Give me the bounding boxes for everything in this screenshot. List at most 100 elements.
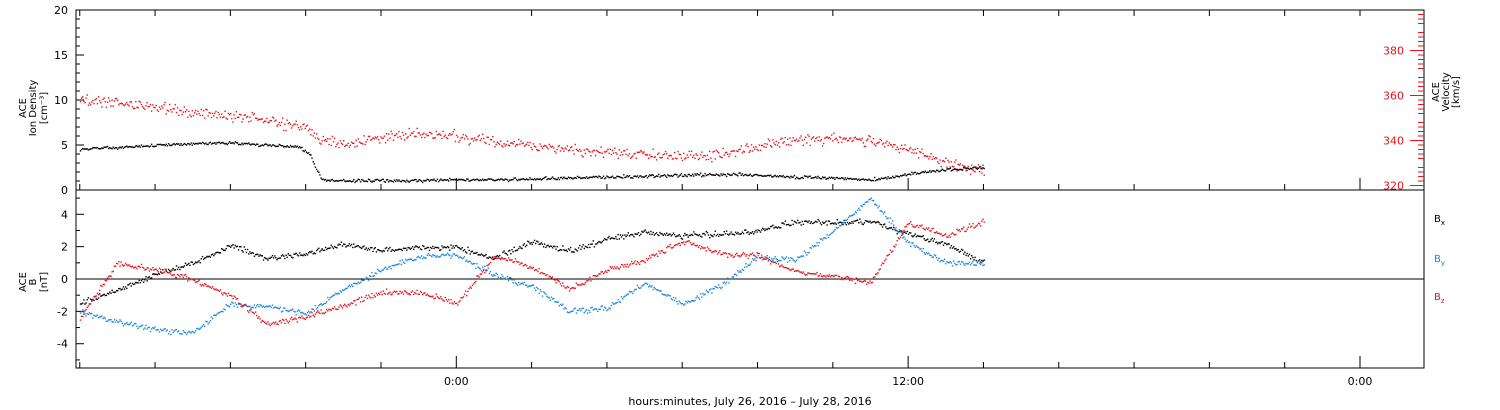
by-point (929, 254, 931, 256)
density-point (797, 177, 799, 179)
bx-point (363, 245, 365, 247)
density-point (341, 179, 344, 182)
density-point (162, 144, 164, 146)
bz-point (364, 296, 366, 299)
density-point (626, 175, 628, 177)
density-point (782, 174, 784, 177)
density-point (671, 175, 674, 178)
bz-point (913, 226, 915, 228)
bx-point (727, 233, 729, 235)
by-point (461, 257, 463, 260)
velocity-point (146, 102, 148, 104)
by-point (183, 331, 186, 333)
velocity-point (405, 133, 407, 135)
velocity-point (600, 146, 602, 148)
bx-point (880, 224, 883, 226)
by-point (291, 309, 293, 311)
by-point (119, 319, 121, 321)
density-tick-label: 5 (61, 139, 68, 152)
bz-point (828, 274, 831, 276)
density-point (211, 142, 214, 145)
density-point (679, 174, 681, 176)
by-point (701, 296, 703, 298)
by-point (254, 307, 257, 309)
density-point (287, 146, 289, 148)
density-point (529, 177, 531, 179)
density-point (95, 147, 97, 149)
by-point (594, 308, 597, 310)
by-point (506, 275, 509, 278)
bz-point (502, 258, 504, 260)
density-point (704, 172, 706, 175)
velocity-point (609, 148, 611, 151)
by-point (781, 256, 783, 258)
bz-point (294, 317, 296, 319)
by-point (514, 282, 517, 284)
bz-point (234, 296, 236, 298)
by-point (730, 278, 732, 280)
bz-point (920, 225, 922, 227)
velocity-point (652, 148, 654, 150)
by-point (862, 203, 864, 206)
velocity-point (441, 137, 443, 140)
bx-point (664, 234, 667, 236)
velocity-point (145, 104, 147, 107)
velocity-point (556, 148, 558, 151)
velocity-point (915, 152, 918, 154)
velocity-point (451, 133, 453, 135)
by-point (547, 296, 549, 299)
by-point (140, 325, 143, 327)
by-point (233, 305, 235, 307)
bz-point (817, 275, 819, 277)
by-point (522, 283, 524, 285)
bx-point (795, 222, 798, 224)
bz-point (303, 317, 305, 320)
density-point (235, 141, 238, 144)
velocity-point (371, 138, 373, 141)
density-point (448, 180, 450, 182)
bz-point (314, 313, 317, 315)
by-point (917, 246, 920, 249)
bz-point (509, 259, 511, 261)
density-point (434, 179, 436, 182)
velocity-point (296, 124, 299, 126)
density-point (655, 175, 658, 177)
velocity-point (864, 145, 867, 147)
density-point (711, 174, 713, 176)
density-point (887, 176, 889, 178)
density-point (343, 178, 345, 181)
bz-point (407, 293, 409, 295)
bx-point (104, 294, 106, 297)
bz-point (341, 307, 344, 309)
bz-point (408, 293, 410, 295)
bz-point (458, 301, 460, 303)
bx-point (346, 245, 348, 247)
bz-point (567, 286, 570, 288)
bz-point (636, 261, 639, 263)
by-point (240, 305, 242, 307)
bx-point (225, 247, 227, 250)
bz-point (764, 258, 766, 260)
velocity-point (753, 146, 755, 148)
bx-point (770, 225, 772, 228)
density-point (742, 174, 745, 177)
bz-point (531, 267, 533, 269)
bx-point (892, 228, 894, 231)
by-point (114, 321, 117, 323)
velocity-point (431, 133, 433, 135)
velocity-point (370, 139, 372, 141)
by-point (806, 254, 808, 256)
bx-point (387, 250, 389, 252)
velocity-point (478, 134, 480, 136)
by-point (227, 305, 230, 307)
bz-point (356, 298, 358, 301)
density-point (99, 148, 101, 150)
bz-point (588, 279, 590, 281)
by-point (283, 307, 285, 309)
by-point (723, 281, 725, 283)
bz-point (393, 290, 396, 292)
bz-point (338, 306, 340, 308)
by-point (658, 289, 660, 291)
density-point (515, 178, 518, 181)
by-point (749, 263, 751, 265)
